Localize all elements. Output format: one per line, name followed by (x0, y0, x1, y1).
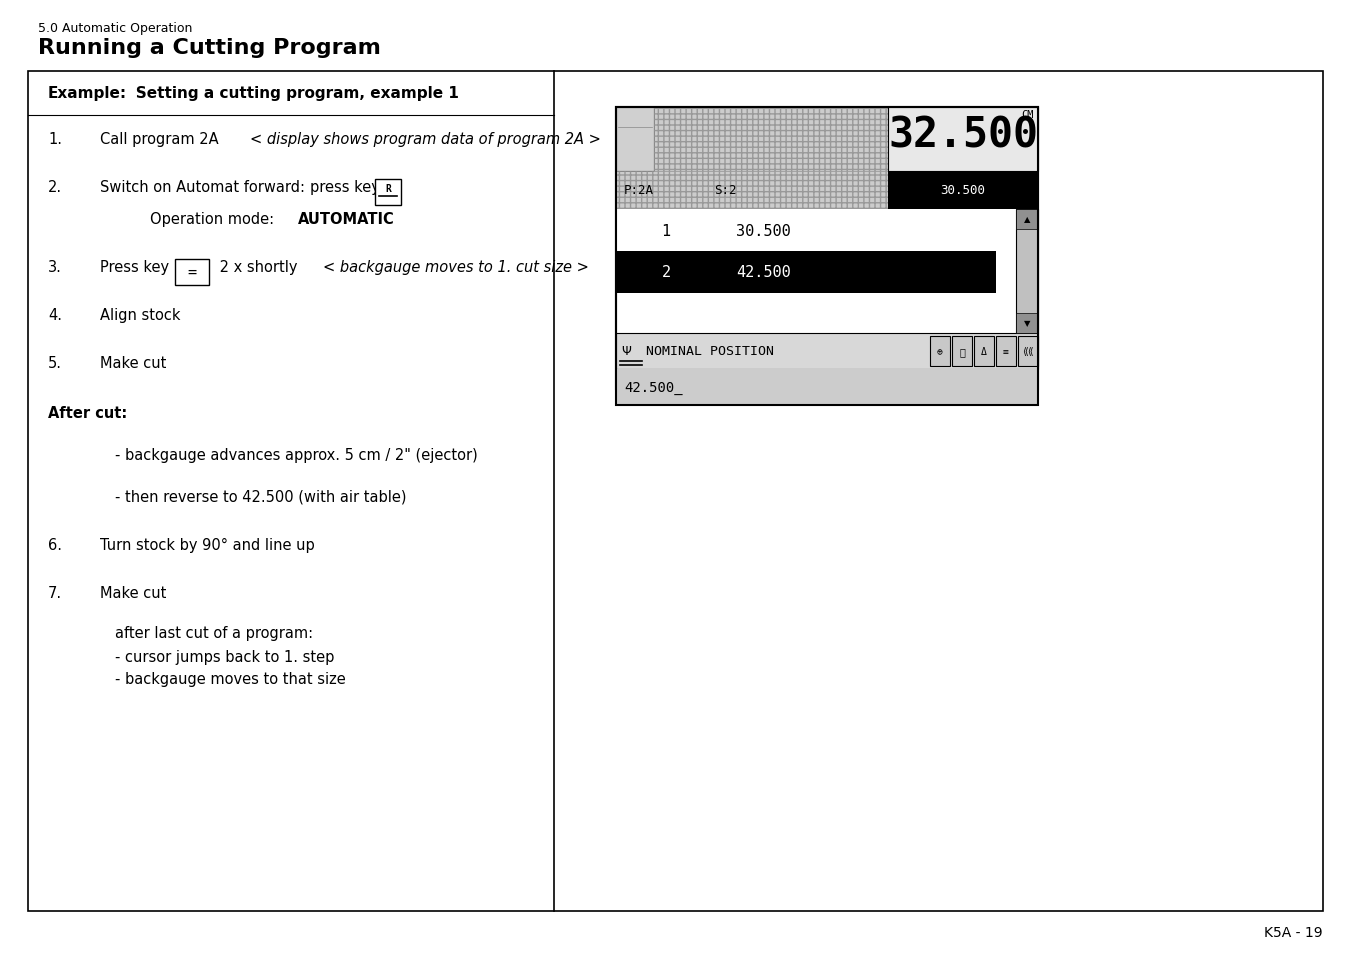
Bar (376, 180, 401, 206)
Text: Ｏ: Ｏ (959, 347, 965, 356)
Bar (888, 108, 1038, 172)
Text: Setting a cutting program, example 1: Setting a cutting program, example 1 (120, 86, 459, 101)
Text: 7.: 7. (49, 585, 62, 600)
Text: ⟪⟪: ⟪⟪ (1023, 347, 1034, 356)
Bar (28, 71, 1323, 911)
Text: NOMINAL POSITION: NOMINAL POSITION (646, 345, 774, 358)
Text: Make cut: Make cut (100, 585, 166, 600)
Text: press key: press key (309, 180, 385, 194)
Text: 2: 2 (662, 265, 670, 280)
Text: 5.: 5. (49, 355, 62, 371)
Text: 2 x shortly: 2 x shortly (215, 260, 307, 274)
Bar (616, 108, 1038, 390)
Text: R: R (385, 184, 390, 193)
Text: Align stock: Align stock (100, 308, 181, 323)
Text: < backgauge moves to 1. cut size >: < backgauge moves to 1. cut size > (323, 260, 589, 274)
Text: Call program 2A: Call program 2A (100, 132, 232, 147)
Text: ⊕: ⊕ (938, 347, 943, 356)
Text: o: o (630, 112, 636, 122)
Text: Δ: Δ (981, 347, 988, 356)
Bar (616, 108, 654, 172)
Text: Switch on Automat forward:: Switch on Automat forward: (100, 180, 305, 194)
Text: Example:: Example: (49, 86, 127, 101)
Text: K5A - 19: K5A - 19 (1265, 925, 1323, 939)
Text: 32.500: 32.500 (888, 115, 1038, 157)
Text: Operation mode:: Operation mode: (150, 212, 288, 227)
Text: 30.500: 30.500 (736, 223, 790, 238)
Text: - backgauge advances approx. 5 cm / 2" (ejector): - backgauge advances approx. 5 cm / 2" (… (115, 448, 478, 462)
Bar (929, 336, 950, 367)
Bar (616, 172, 888, 210)
Bar (616, 334, 1038, 370)
Text: =: = (188, 265, 196, 280)
Text: ▲: ▲ (1024, 215, 1031, 224)
Text: 2.: 2. (49, 180, 62, 194)
Text: P:2A: P:2A (624, 184, 654, 197)
Text: 42.500: 42.500 (736, 265, 790, 280)
Text: Turn stock by 90° and line up: Turn stock by 90° and line up (100, 537, 315, 553)
Text: Press key: Press key (100, 260, 174, 274)
Bar (616, 210, 1016, 294)
Text: 4.: 4. (49, 308, 62, 323)
Bar (176, 260, 209, 286)
Bar (952, 336, 971, 367)
Text: ▼: ▼ (1024, 319, 1031, 328)
Text: Make cut: Make cut (100, 355, 166, 371)
Text: Running a Cutting Program: Running a Cutting Program (38, 38, 381, 58)
Bar (1016, 210, 1038, 334)
Bar (1016, 210, 1038, 230)
Text: After cut:: After cut: (49, 406, 127, 420)
Bar (1016, 314, 1038, 334)
Text: 1.: 1. (49, 132, 62, 147)
Text: - backgauge moves to that size: - backgauge moves to that size (115, 671, 346, 686)
Bar (974, 336, 994, 367)
Text: 3.: 3. (49, 260, 62, 274)
Text: after last cut of a program:: after last cut of a program: (115, 625, 313, 640)
Text: < display shows program data of program 2A >: < display shows program data of program … (250, 132, 601, 147)
Text: S:2: S:2 (713, 184, 736, 197)
Text: o: o (620, 112, 626, 122)
Text: 1: 1 (662, 223, 670, 238)
Text: - cursor jumps back to 1. step: - cursor jumps back to 1. step (115, 649, 335, 664)
Bar (654, 108, 888, 172)
Text: AUTOMATIC: AUTOMATIC (299, 212, 394, 227)
Bar (616, 252, 996, 294)
Bar (616, 370, 1038, 406)
Bar (1019, 336, 1038, 367)
Text: CM: CM (1021, 110, 1034, 120)
Text: 42.500_: 42.500_ (624, 380, 682, 395)
Text: 5.0 Automatic Operation: 5.0 Automatic Operation (38, 22, 192, 35)
Text: 30.500: 30.500 (940, 184, 985, 197)
Text: - then reverse to 42.500 (with air table): - then reverse to 42.500 (with air table… (115, 490, 407, 504)
Bar (888, 172, 1038, 210)
Text: ≡: ≡ (1002, 347, 1009, 356)
Text: Ψ: Ψ (621, 345, 631, 358)
Bar (996, 336, 1016, 367)
Bar (616, 108, 1038, 406)
Text: 6.: 6. (49, 537, 62, 553)
